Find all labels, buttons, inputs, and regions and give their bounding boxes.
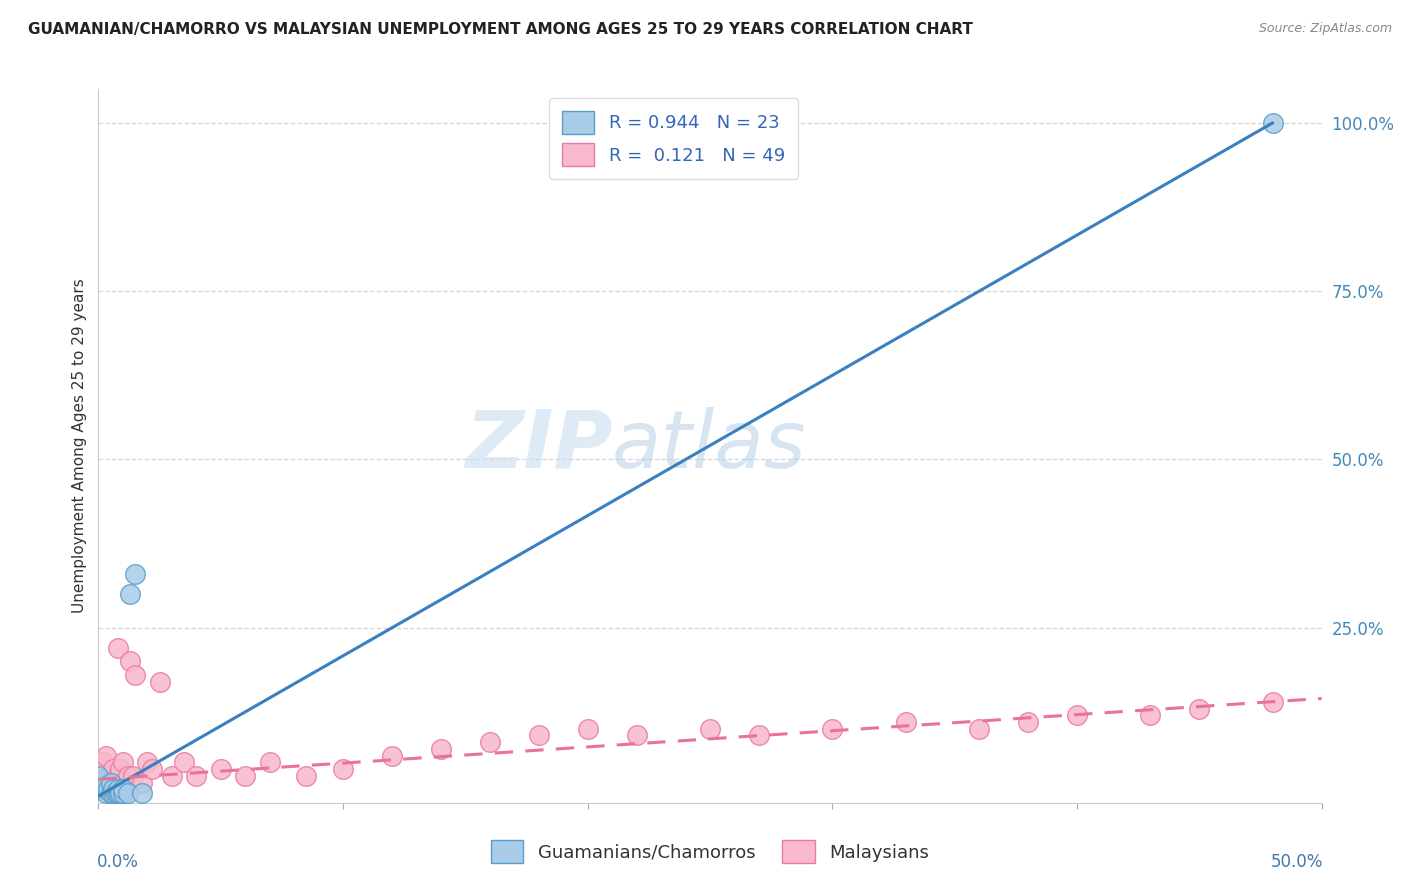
Point (124, 566, 146, 581)
Point (100, 786, 122, 800)
Point (821, 722, 844, 736)
Point (104, 786, 127, 800)
Point (967, 722, 990, 736)
Point (94, 775, 117, 789)
Point (94, 786, 117, 800)
Text: 50.0%: 50.0% (1271, 853, 1323, 871)
Point (94, 748, 117, 763)
Point (430, 742, 453, 756)
Point (332, 762, 354, 776)
Point (107, 786, 129, 800)
Point (626, 729, 648, 743)
Point (91, 756, 114, 770)
Point (104, 775, 127, 789)
Point (209, 762, 232, 776)
Point (100, 775, 122, 789)
Point (87, 782, 110, 797)
Text: atlas: atlas (612, 407, 807, 485)
Point (117, 769, 139, 783)
Point (576, 722, 599, 736)
Point (101, 782, 124, 797)
Point (101, 786, 124, 800)
Point (87, 775, 110, 789)
Point (111, 782, 134, 797)
Point (1066, 708, 1088, 723)
Point (97, 782, 120, 797)
Text: GUAMANIAN/CHAMORRO VS MALAYSIAN UNEMPLOYMENT AMONG AGES 25 TO 29 YEARS CORRELATI: GUAMANIAN/CHAMORRO VS MALAYSIAN UNEMPLOY… (28, 22, 973, 37)
Point (111, 756, 134, 770)
Point (100, 769, 122, 783)
Legend: Guamanians/Chamorros, Malaysians: Guamanians/Chamorros, Malaysians (478, 828, 942, 876)
Point (107, 769, 129, 783)
Y-axis label: Unemployment Among Ages 25 to 29 years: Unemployment Among Ages 25 to 29 years (72, 278, 87, 614)
Point (136, 756, 159, 770)
Point (1261, 695, 1284, 709)
Point (1017, 714, 1039, 729)
Point (295, 769, 318, 783)
Text: ZIP: ZIP (465, 407, 612, 485)
Point (121, 769, 143, 783)
Point (173, 756, 195, 770)
Point (87, 769, 110, 783)
Point (94, 779, 117, 793)
Point (149, 674, 172, 689)
Point (131, 775, 153, 789)
Point (259, 756, 281, 770)
Point (124, 668, 146, 682)
Point (107, 640, 129, 655)
Point (117, 786, 139, 800)
Point (1261, 116, 1284, 130)
Point (233, 769, 256, 783)
Point (107, 782, 129, 797)
Point (97, 775, 120, 789)
Point (110, 786, 132, 800)
Point (87, 775, 110, 789)
Point (141, 762, 163, 776)
Point (748, 729, 770, 743)
Point (186, 769, 208, 783)
Point (160, 769, 183, 783)
Point (87, 762, 110, 776)
Point (381, 748, 404, 763)
Point (527, 729, 550, 743)
Point (110, 762, 132, 776)
Point (699, 722, 721, 736)
Point (894, 714, 917, 729)
Point (120, 655, 142, 669)
Point (111, 775, 134, 789)
Text: Source: ZipAtlas.com: Source: ZipAtlas.com (1258, 22, 1392, 36)
Point (87, 782, 110, 797)
Point (87, 769, 110, 783)
Point (1188, 701, 1211, 715)
Point (131, 786, 153, 800)
Point (101, 762, 124, 776)
Text: 0.0%: 0.0% (97, 853, 139, 871)
Point (478, 735, 501, 749)
Point (111, 786, 134, 800)
Point (94, 782, 117, 797)
Point (1139, 708, 1161, 723)
Point (87, 772, 110, 787)
Point (120, 587, 142, 601)
Point (87, 756, 110, 770)
